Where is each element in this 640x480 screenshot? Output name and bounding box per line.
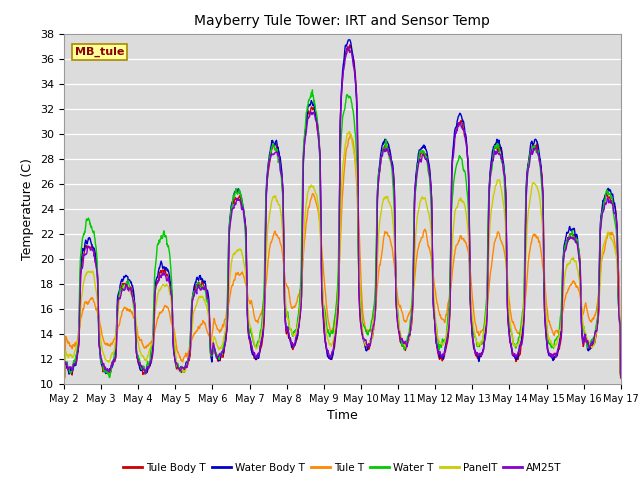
Title: Mayberry Tule Tower: IRT and Sensor Temp: Mayberry Tule Tower: IRT and Sensor Temp	[195, 14, 490, 28]
X-axis label: Time: Time	[327, 409, 358, 422]
Y-axis label: Temperature (C): Temperature (C)	[22, 158, 35, 260]
Text: MB_tule: MB_tule	[75, 47, 125, 57]
Legend: Tule Body T, Water Body T, Tule T, Water T, PanelT, AM25T: Tule Body T, Water Body T, Tule T, Water…	[119, 458, 566, 477]
